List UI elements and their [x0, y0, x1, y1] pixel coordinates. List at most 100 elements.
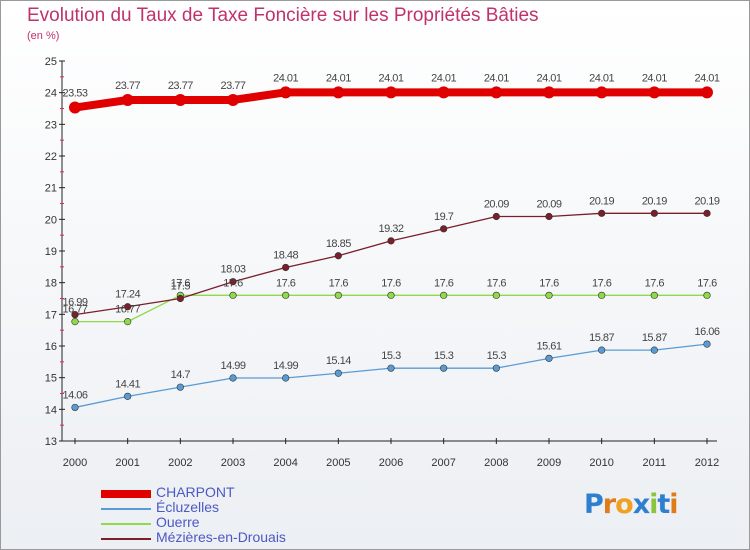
x-tick-label: 2009 [537, 457, 561, 469]
data-point-mezieres-en-drouais [71, 311, 79, 319]
legend-swatch-ecluzelles [101, 508, 151, 510]
data-point-ouerre [703, 291, 711, 299]
legend: CHARPONT Écluzelles Ouerre Mézières-en-Drou… [101, 484, 341, 546]
data-label-ecluzelles: 14.06 [62, 389, 87, 401]
data-point-ecluzelles [703, 340, 711, 348]
y-tick-label: 15 [45, 373, 57, 385]
data-point-mezieres-en-drouais [334, 252, 342, 260]
data-point-charpont [174, 93, 187, 106]
data-label-charpont: 24.01 [378, 72, 403, 84]
y-tick-label: 20 [45, 214, 57, 226]
data-point-mezieres-en-drouais [492, 212, 500, 221]
y-tick-label: 23 [45, 119, 57, 131]
proxiti-logo: Proxiti [584, 489, 679, 520]
data-label-ouerre: 17.6 [381, 277, 401, 289]
data-label-ecluzelles: 15.3 [434, 350, 454, 362]
y-tick-label: 25 [45, 56, 57, 68]
data-point-mezieres-en-drouais [545, 212, 553, 221]
data-label-charpont: 23.53 [62, 88, 87, 100]
data-point-ouerre [71, 318, 79, 326]
data-point-ouerre [334, 291, 342, 299]
data-label-ouerre: 16.77 [115, 304, 140, 316]
x-tick-label: 2004 [273, 457, 297, 469]
data-point-ecluzelles [124, 392, 132, 400]
data-label-charpont: 23.77 [115, 80, 140, 92]
data-point-charpont [332, 86, 345, 99]
data-point-ouerre [598, 291, 606, 299]
legend-label-charpont: CHARPONT [156, 484, 235, 500]
data-label-mezieres-en-drouais: 19.32 [378, 223, 403, 235]
data-label-mezieres-en-drouais: 20.09 [536, 198, 561, 210]
legend-item-ouerre: Ouerre [101, 514, 341, 531]
data-point-mezieres-en-drouais [282, 263, 290, 272]
data-label-ecluzelles: 16.06 [694, 326, 719, 338]
data-label-mezieres-en-drouais: 16.99 [62, 297, 87, 309]
y-tick-label: 22 [45, 151, 57, 163]
data-label-ouerre: 17.6 [645, 277, 665, 289]
data-point-ecluzelles [176, 383, 184, 391]
data-point-mezieres-en-drouais [440, 225, 448, 233]
data-label-charpont: 23.77 [168, 80, 193, 92]
y-tick-label: 14 [45, 404, 57, 416]
y-tick-label: 17 [45, 309, 57, 321]
data-label-ouerre: 17.6 [276, 277, 296, 289]
data-point-charpont [701, 86, 713, 99]
data-point-charpont [437, 86, 450, 99]
data-point-charpont [595, 86, 608, 99]
x-tick-label: 2005 [326, 457, 350, 469]
data-label-charpont: 24.01 [273, 72, 298, 84]
data-point-charpont [121, 93, 134, 106]
y-tick-label: 19 [45, 246, 57, 258]
data-label-charpont: 24.01 [484, 72, 509, 84]
legend-swatch-mezieres-en-drouais [101, 538, 151, 540]
data-label-ecluzelles: 15.14 [326, 355, 351, 367]
data-point-ecluzelles [492, 364, 500, 372]
data-label-ecluzelles: 14.99 [220, 360, 245, 372]
data-label-ecluzelles: 14.99 [273, 360, 298, 372]
data-label-ecluzelles: 15.3 [487, 350, 507, 362]
data-point-mezieres-en-drouais [703, 209, 711, 217]
legend-swatch-ouerre [101, 523, 151, 525]
legend-item-mezieres-en-drouais: Mézières-en-Drouais [101, 529, 341, 546]
data-point-charpont [279, 86, 292, 99]
data-point-charpont [543, 86, 555, 99]
data-point-mezieres-en-drouais [124, 303, 132, 311]
data-label-charpont: 24.01 [642, 72, 667, 84]
data-label-ecluzelles: 14.41 [115, 378, 140, 390]
legend-item-ecluzelles: Écluzelles [101, 499, 341, 516]
legend-item-charpont: CHARPONT [101, 484, 341, 501]
data-point-ecluzelles [650, 346, 658, 354]
x-tick-label: 2012 [695, 457, 719, 469]
data-point-charpont [69, 101, 81, 114]
data-point-charpont [227, 93, 239, 106]
data-point-ouerre [387, 291, 395, 299]
data-point-ouerre [124, 318, 132, 326]
y-tick-label: 13 [45, 436, 57, 448]
data-label-ouerre: 17.6 [171, 277, 191, 289]
data-label-ouerre: 16.77 [62, 304, 87, 316]
data-label-mezieres-en-drouais: 17.5 [171, 281, 191, 293]
x-tick-label: 2008 [484, 457, 508, 469]
data-label-ouerre: 17.6 [487, 277, 507, 289]
data-label-ouerre: 17.6 [329, 277, 349, 289]
legend-swatch-charpont [101, 490, 151, 498]
data-point-ecluzelles [387, 364, 395, 372]
x-tick-label: 2007 [431, 457, 455, 469]
data-label-mezieres-en-drouais: 20.19 [589, 195, 614, 207]
chart-title: Evolution du Taux de Taxe Foncière sur l… [27, 5, 539, 26]
data-point-ouerre [229, 291, 237, 299]
data-point-charpont [490, 86, 503, 99]
data-point-mezieres-en-drouais [598, 209, 606, 217]
data-label-ouerre: 17.6 [223, 277, 243, 289]
data-label-ouerre: 17.6 [434, 277, 454, 289]
data-label-charpont: 24.01 [694, 72, 719, 84]
data-label-charpont: 24.01 [326, 72, 351, 84]
data-point-mezieres-en-drouais [229, 278, 237, 286]
x-tick-label: 2002 [168, 457, 192, 469]
data-label-ecluzelles: 14.7 [171, 369, 191, 381]
x-tick-label: 2003 [221, 457, 245, 469]
data-point-ouerre [440, 291, 448, 299]
data-point-ecluzelles [282, 374, 290, 382]
data-label-ecluzelles: 15.3 [381, 350, 401, 362]
data-label-ecluzelles: 15.61 [536, 340, 561, 352]
